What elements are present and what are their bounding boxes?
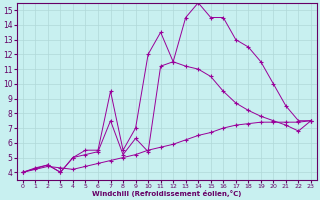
X-axis label: Windchill (Refroidissement éolien,°C): Windchill (Refroidissement éolien,°C)	[92, 190, 242, 197]
